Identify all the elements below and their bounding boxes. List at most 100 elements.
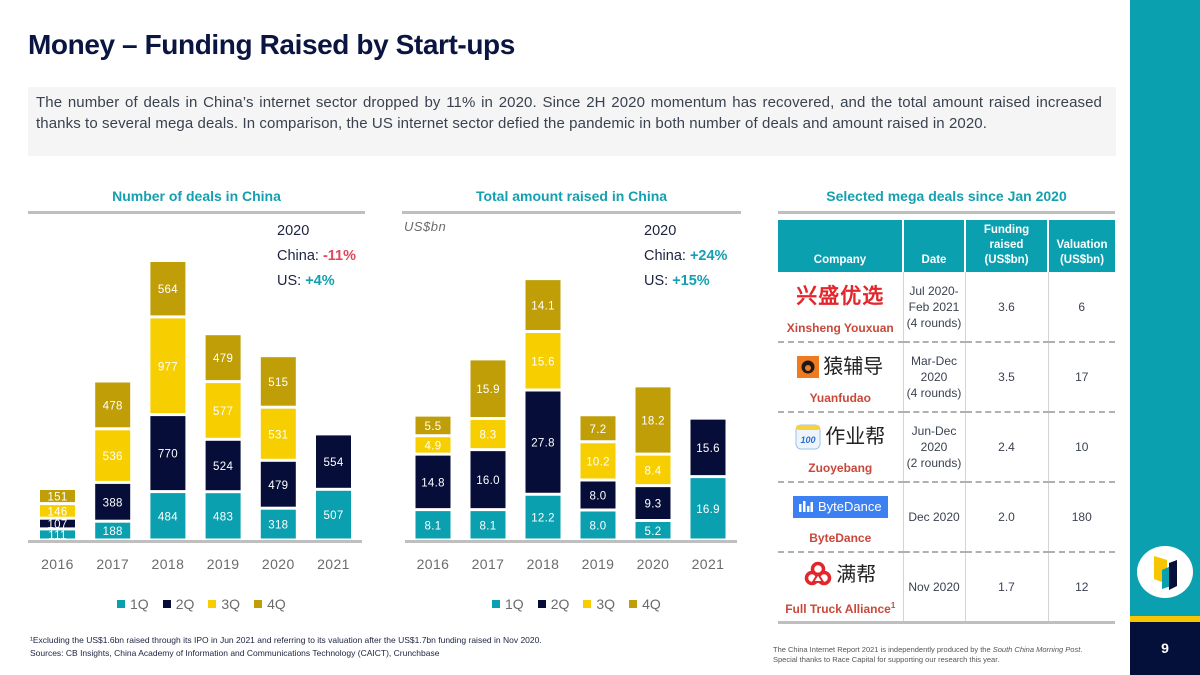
bar-value-label: 107 <box>47 519 67 531</box>
date-line: Nov 2020 <box>908 579 960 594</box>
bar-segment-2018-2q <box>150 416 186 491</box>
date-cell: Dec 2020 <box>902 481 965 552</box>
legend-marker <box>208 600 217 608</box>
bar-value-label: 484 <box>158 511 178 523</box>
deals-annotation: 2020 China: -11% US: +4% <box>277 219 356 294</box>
date-line: Mar-Dec <box>910 354 957 368</box>
legend-marker <box>537 600 546 608</box>
legend-item-3q: 3Q <box>208 596 240 612</box>
bar-value-label: 479 <box>213 353 233 365</box>
company-cell: 100 作业帮 Zuoyebang <box>778 411 903 482</box>
company-name: Zuoyebang <box>808 461 873 475</box>
zuoyebang-logo-icon: 100 作业帮 <box>778 422 903 452</box>
legend-marker <box>162 600 171 608</box>
amount-legend: 1Q 2Q 3Q 4Q <box>492 596 661 612</box>
bar-segment-2017-1q <box>95 522 131 539</box>
company-name-text: Full Truck Alliance <box>785 602 891 617</box>
amount-annotation-us: US: +15% <box>644 269 727 294</box>
bar-value-label: 318 <box>268 520 288 532</box>
x-axis-line <box>405 540 737 543</box>
bar-segment-2017-2q <box>95 483 131 520</box>
x-tick-label: 2016 <box>41 556 74 572</box>
deals-chart-rule <box>28 211 365 214</box>
bar-value-label: 14.1 <box>531 301 555 313</box>
x-axis-line <box>28 540 362 543</box>
bar-segment-2017-4q <box>95 382 131 428</box>
deals-chart-title: Number of deals in China <box>112 188 281 204</box>
us-label: US: <box>644 273 673 289</box>
bar-segment-2016-4q <box>415 416 451 435</box>
date-line: Dec 2020 <box>908 510 960 524</box>
credit-text: The China Internet Report 2021 is indepe… <box>773 645 993 654</box>
header-line: raised <box>989 239 1024 251</box>
logo-text: ByteDance <box>817 499 882 514</box>
amount-annotation: 2020 China: +24% US: +15% <box>644 219 727 294</box>
bar-segment-2018-3q <box>150 318 186 414</box>
zuoyebang-mark-icon: 100 <box>795 424 821 450</box>
legend-item-1q: 1Q <box>492 596 524 612</box>
amount-chart-title: Total amount raised in China <box>475 188 668 204</box>
footnote-ipo: ¹Excluding the US$1.6bn raised through i… <box>30 635 542 645</box>
bar-value-label: 8.1 <box>425 520 442 532</box>
funding-cell: 3.5 <box>964 341 1048 412</box>
bar-segment-2019-1q <box>205 493 241 539</box>
company-cell: 兴盛优选 Xinsheng Youxuan <box>778 272 903 342</box>
x-tick-label: 2016 <box>417 556 450 572</box>
legend-marker <box>492 600 500 608</box>
bar-segment-2016-1q <box>415 511 451 539</box>
legend-item-4q: 4Q <box>254 596 286 612</box>
bar-segment-2018-4q <box>525 280 561 330</box>
x-tick-label: 2018 <box>527 556 560 572</box>
bar-value-label: 7.2 <box>590 424 607 436</box>
company-name: Xinsheng Youxuan <box>786 320 894 335</box>
table-row: 猿辅导 Yuanfudao Mar-Dec 2020 (4 rounds) 3.5 … <box>778 341 1115 412</box>
china-label: China: <box>277 248 323 264</box>
bar-segment-2019-1q <box>580 511 616 539</box>
date-line: (2 rounds) <box>906 456 962 470</box>
bar-segment-2019-4q <box>205 335 241 381</box>
bar-segment-2020-4q <box>260 357 296 406</box>
bar-segment-2019-2q <box>205 440 241 491</box>
bar-value-label: 188 <box>103 526 123 538</box>
bar-value-label: 15.6 <box>531 356 555 368</box>
legend-label: 3Q <box>221 596 241 612</box>
china-change: +24% <box>689 248 728 264</box>
bar-value-label: 531 <box>268 429 288 441</box>
bar-value-label: 111 <box>48 530 66 542</box>
bar-value-label: 8.4 <box>645 465 662 477</box>
legend-label: 1Q <box>130 596 149 612</box>
legend-label: 2Q <box>175 596 195 612</box>
side-bar-stripe <box>1130 616 1200 622</box>
mega-deals-table: Company Date Funding raised (US$bn) Valuat… <box>778 220 1115 624</box>
bytedance-bars-icon <box>798 501 813 512</box>
company-cell: 猿辅导 Yuanfudao <box>778 341 903 412</box>
bar-segment-2018-1q <box>525 495 561 539</box>
bar-segment-2016-2q <box>40 519 75 528</box>
bar-value-label: 483 <box>213 511 233 523</box>
valuation-cell: 17 <box>1047 341 1115 412</box>
bar-value-label: 536 <box>103 451 123 463</box>
x-tick-label: 2021 <box>317 556 350 572</box>
bar-segment-2020-1q <box>635 522 671 539</box>
bar-segment-2019-2q <box>580 481 616 509</box>
bar-value-label: 8.0 <box>590 491 607 503</box>
bar-segment-2016-2q <box>415 455 451 509</box>
bar-segment-2019-4q <box>580 416 616 441</box>
amount-chart-rule <box>402 211 741 214</box>
deals-annotation-year: 2020 <box>277 223 310 239</box>
x-tick-label: 2018 <box>152 556 185 572</box>
date-cell: Mar-Dec 2020 (4 rounds) <box>902 341 965 412</box>
bar-value-label: 146 <box>47 506 67 518</box>
bar-value-label: 5.5 <box>425 421 442 433</box>
x-tick-label: 2019 <box>582 556 615 572</box>
full-truck-alliance-logo-icon: 满帮 <box>778 560 903 590</box>
x-tick-label: 2020 <box>637 556 670 572</box>
x-tick-label: 2017 <box>472 556 505 572</box>
x-tick-label: 2019 <box>207 556 240 572</box>
logo-text: 满帮 <box>836 564 877 587</box>
bar-segment-2021-1q <box>690 478 726 539</box>
legend-item-4q: 4Q <box>629 596 661 612</box>
bar-segment-2016-3q <box>415 437 451 453</box>
valuation-cell: 6 <box>1047 272 1115 342</box>
